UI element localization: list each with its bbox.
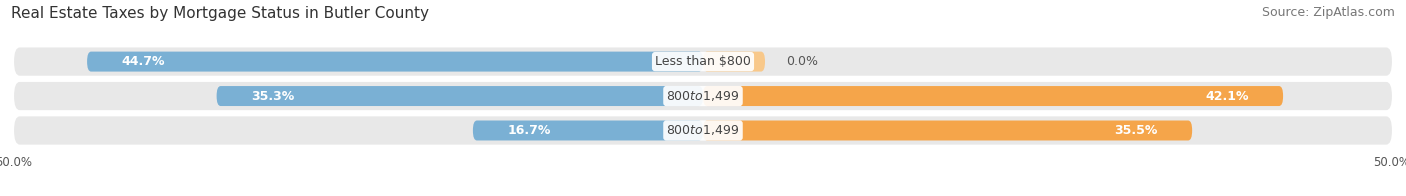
Text: 42.1%: 42.1%	[1205, 90, 1249, 103]
FancyBboxPatch shape	[703, 52, 765, 72]
Text: Real Estate Taxes by Mortgage Status in Butler County: Real Estate Taxes by Mortgage Status in …	[11, 6, 429, 21]
FancyBboxPatch shape	[703, 86, 1284, 106]
FancyBboxPatch shape	[14, 47, 1392, 76]
Text: $800 to $1,499: $800 to $1,499	[666, 123, 740, 137]
FancyBboxPatch shape	[217, 86, 703, 106]
FancyBboxPatch shape	[472, 121, 703, 141]
FancyBboxPatch shape	[703, 121, 1192, 141]
Text: 35.3%: 35.3%	[252, 90, 294, 103]
Text: 16.7%: 16.7%	[508, 124, 551, 137]
Text: 0.0%: 0.0%	[786, 55, 818, 68]
FancyBboxPatch shape	[87, 52, 703, 72]
Text: 44.7%: 44.7%	[121, 55, 165, 68]
Text: 35.5%: 35.5%	[1115, 124, 1157, 137]
FancyBboxPatch shape	[14, 82, 1392, 110]
Text: $800 to $1,499: $800 to $1,499	[666, 89, 740, 103]
Text: Less than $800: Less than $800	[655, 55, 751, 68]
Text: Source: ZipAtlas.com: Source: ZipAtlas.com	[1261, 6, 1395, 19]
FancyBboxPatch shape	[14, 116, 1392, 145]
